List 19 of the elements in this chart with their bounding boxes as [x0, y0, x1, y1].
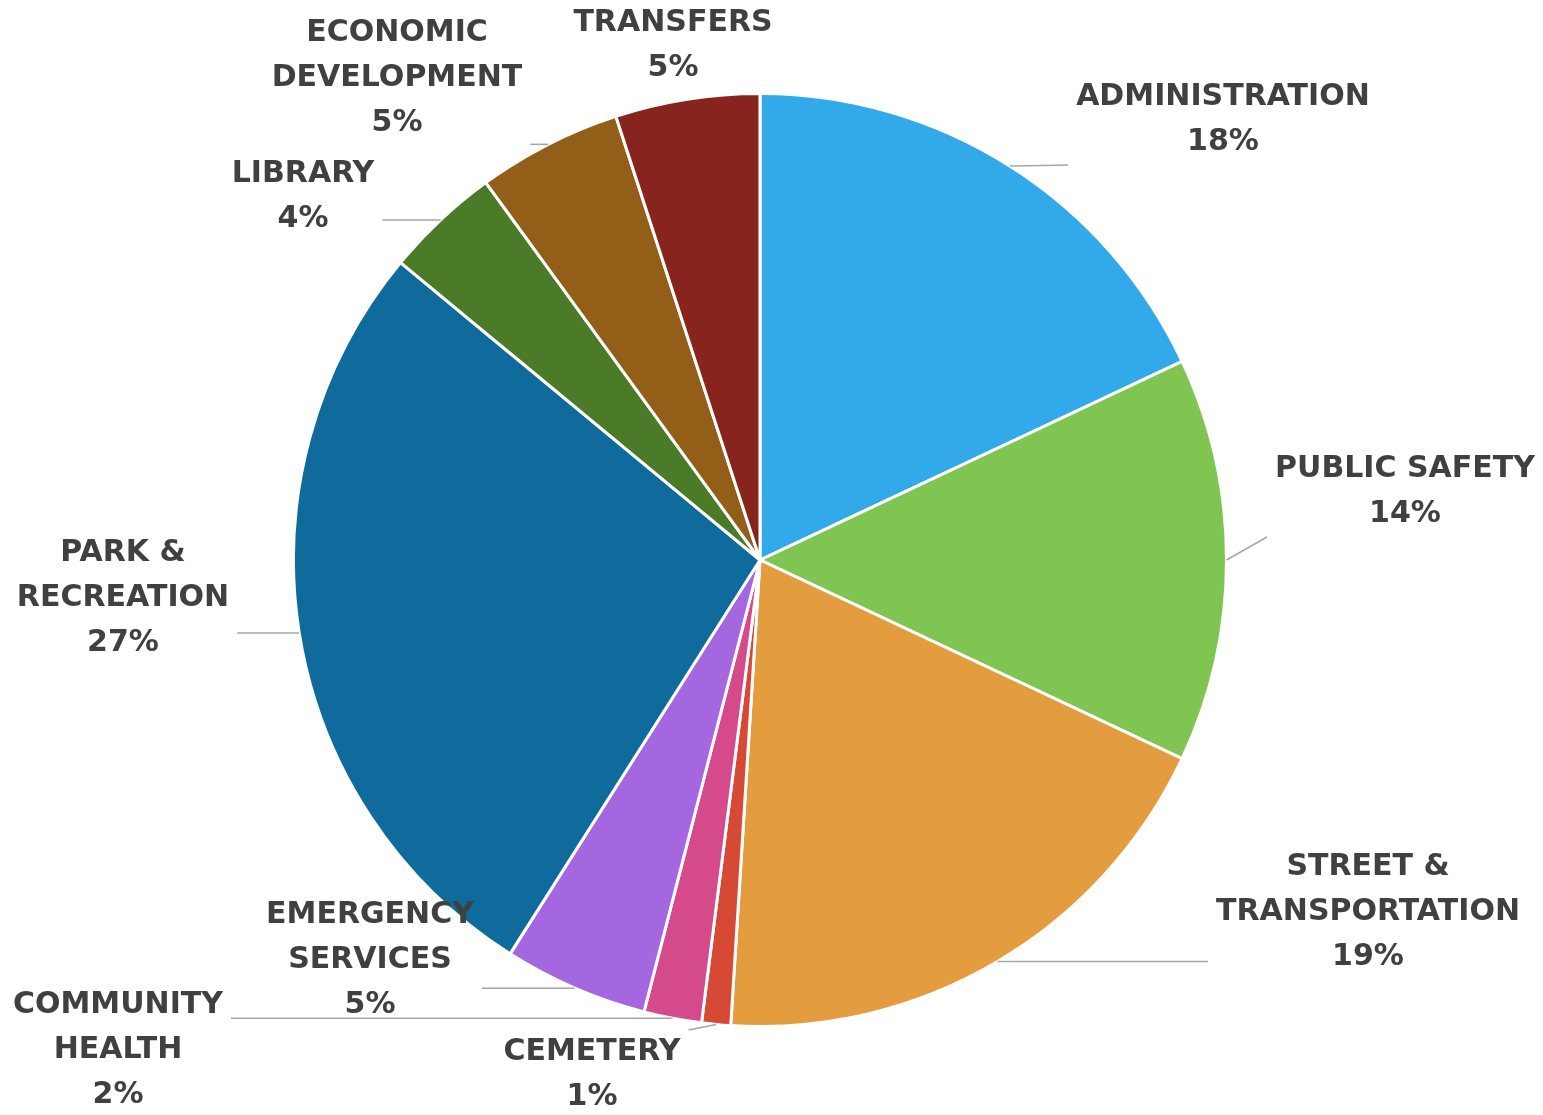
- data-label: 5%: [371, 102, 423, 138]
- slice-label: COMMUNITY HEALTH: [12, 984, 225, 1065]
- data-label: 5%: [344, 984, 396, 1020]
- data-label: 14%: [1369, 494, 1441, 530]
- slice-label: ADMINISTRATION: [1076, 77, 1370, 113]
- data-label: 4%: [277, 199, 329, 235]
- slice-label: LIBRARY: [231, 154, 376, 190]
- slice-label: CEMETERY: [503, 1032, 682, 1068]
- slice-label: STREET & TRANSPORTATION: [1216, 846, 1520, 927]
- data-label: 2%: [92, 1074, 144, 1110]
- slice-label: TRANSFERS: [573, 3, 773, 39]
- data-label: 27%: [87, 622, 159, 658]
- data-label: 18%: [1187, 122, 1259, 158]
- slice-label: PARK & RECREATION: [16, 532, 230, 613]
- slice-label: ECONOMIC DEVELOPMENT: [271, 12, 523, 93]
- data-label: 5%: [647, 48, 699, 84]
- slice-label: PUBLIC SAFETY: [1275, 449, 1537, 485]
- data-label: 1%: [566, 1077, 618, 1113]
- data-label: 19%: [1332, 936, 1404, 972]
